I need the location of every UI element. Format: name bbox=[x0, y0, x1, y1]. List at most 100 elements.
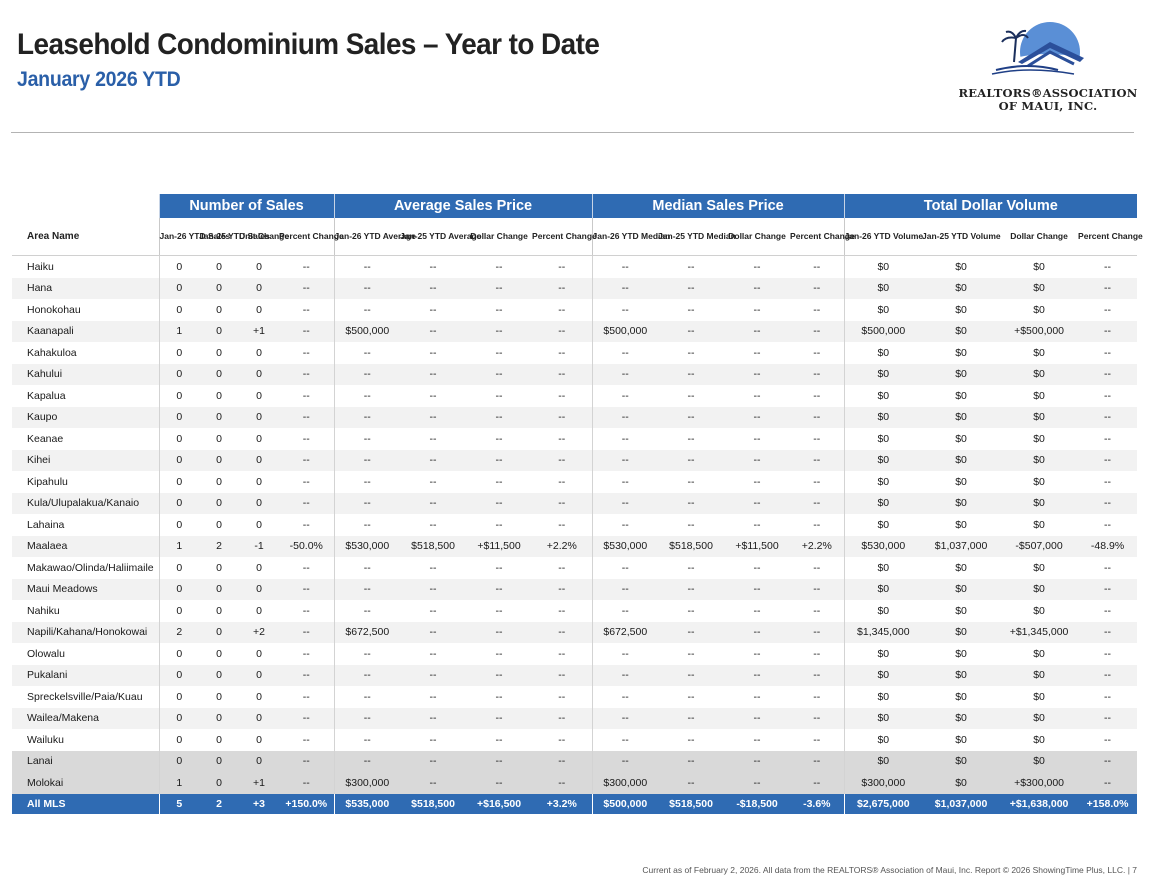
table-cell: -- bbox=[279, 578, 335, 600]
table-cell: -- bbox=[790, 664, 845, 686]
table-cell: -- bbox=[658, 621, 725, 643]
table-cell: -- bbox=[658, 363, 725, 385]
table-cell: $0 bbox=[1033, 303, 1045, 316]
table-cell: -50.0% bbox=[279, 535, 335, 557]
table-cell: -- bbox=[400, 449, 467, 471]
table-cell: -- bbox=[790, 707, 845, 729]
column-header: Jan-26 YTD Sales bbox=[158, 218, 230, 256]
table-cell: $300,000 bbox=[591, 772, 659, 794]
table-cell: -- bbox=[429, 475, 437, 488]
table-cell: $0 bbox=[1033, 690, 1045, 703]
table-cell: -- bbox=[333, 514, 401, 536]
table-cell: -- bbox=[1104, 260, 1112, 273]
table-row: Kaupo 0 0 0 -- -- -- -- -- -- -- -- -- $0 $0 $0 -- bbox=[12, 406, 1138, 428]
table-row: Molokai 1 0 +1 -- $300,000 -- -- -- $300,000 -- -- -… bbox=[12, 772, 1138, 794]
table-cell: -- bbox=[558, 518, 566, 531]
table-cell: 0 bbox=[239, 578, 279, 600]
table-cell: $0 bbox=[843, 664, 923, 686]
table-cell: $0 bbox=[843, 299, 923, 321]
table-cell: -- bbox=[333, 643, 401, 665]
table-cell: $518,500 bbox=[658, 793, 725, 814]
table-cell: 0 bbox=[256, 690, 262, 703]
table-cell: +$500,000 bbox=[1000, 320, 1079, 342]
table-cell: -- bbox=[687, 475, 695, 488]
logo-text-line2: OF MAUI, INC. bbox=[998, 99, 1098, 113]
table-row: Kihei 0 0 0 -- -- -- -- -- -- -- -- -- $0 $0 $0 -- bbox=[12, 449, 1138, 471]
table-cell: $500,000 bbox=[591, 320, 659, 342]
table-cell: -- bbox=[532, 320, 593, 342]
table-cell: 0 bbox=[216, 733, 222, 746]
table-cell: +3.2% bbox=[532, 793, 593, 814]
table-cell: -- bbox=[1104, 303, 1112, 316]
table-cell: -- bbox=[333, 428, 401, 450]
table-cell: -- bbox=[333, 406, 401, 428]
table-cell: -- bbox=[558, 733, 566, 746]
table-cell: 0 bbox=[216, 604, 222, 617]
area-name-cell: Haiku bbox=[27, 260, 54, 273]
table-cell: -- bbox=[495, 432, 503, 445]
table-cell: -- bbox=[302, 690, 310, 703]
table-row: Spreckelsville/Paia/Kuau 0 0 0 -- -- -- -- -- -- -… bbox=[12, 686, 1137, 708]
table-cell: $0 bbox=[843, 385, 923, 407]
table-cell: -- bbox=[532, 277, 593, 299]
table-cell: 0 bbox=[216, 389, 222, 402]
table-cell: -- bbox=[658, 449, 725, 471]
table-cell: -- bbox=[333, 729, 401, 751]
table-cell: $530,000 bbox=[843, 535, 923, 557]
table-cell: $0 bbox=[1000, 277, 1079, 299]
table-cell: +$1,638,000 bbox=[1000, 793, 1079, 814]
table-cell: $0 bbox=[922, 578, 1001, 600]
table-cell: 0 bbox=[158, 686, 199, 708]
table-cell: -- bbox=[466, 320, 533, 342]
table-cell: $1,037,000 bbox=[922, 793, 1001, 814]
table-cell: $0 bbox=[843, 750, 923, 772]
column-header: Unit Change bbox=[239, 218, 289, 256]
table-cell: -- bbox=[333, 686, 401, 708]
table-cell: -- bbox=[333, 664, 401, 686]
table-cell: -- bbox=[790, 449, 845, 471]
table-cell: -- bbox=[532, 664, 593, 686]
table-cell: -- bbox=[532, 707, 593, 729]
table-cell: $2,675,000 bbox=[843, 793, 923, 814]
table-cell: -- bbox=[591, 449, 659, 471]
table-cell: 0 bbox=[158, 363, 199, 385]
table-cell: -- bbox=[302, 260, 310, 273]
column-header: Jan-26 YTD Average bbox=[333, 218, 416, 256]
table-cell: $0 bbox=[1000, 406, 1079, 428]
table-cell: 0 bbox=[158, 643, 199, 665]
table-cell: 0 bbox=[158, 255, 199, 278]
table-cell: $530,000 bbox=[333, 535, 401, 557]
table-cell: $0 bbox=[922, 772, 1001, 794]
table-cell: 0 bbox=[158, 600, 199, 622]
table-cell: 0 bbox=[199, 363, 239, 385]
table-cell: -- bbox=[558, 346, 566, 359]
table-cell: +2.2% bbox=[532, 535, 593, 557]
table-cell: $0 bbox=[1000, 664, 1079, 686]
table-cell: $0 bbox=[1033, 475, 1045, 488]
table-cell: -- bbox=[1104, 475, 1112, 488]
table-cell: $0 bbox=[843, 428, 923, 450]
table-cell: -- bbox=[429, 647, 437, 660]
table-cell: -- bbox=[302, 303, 310, 316]
table-row: Keanae 0 0 0 -- -- -- -- -- -- -- -- -- $0 $0 $0 -- bbox=[12, 428, 1137, 450]
table-cell: -- bbox=[658, 707, 725, 729]
table-cell: 0 bbox=[256, 604, 262, 617]
table-cell: 2 bbox=[158, 621, 199, 643]
table-cell: -- bbox=[724, 449, 791, 471]
table-cell: $0 bbox=[1000, 363, 1079, 385]
table-cell: -- bbox=[400, 277, 467, 299]
table-cell: $672,500 bbox=[591, 621, 659, 643]
table-cell: -- bbox=[591, 385, 659, 407]
table-cell: -- bbox=[429, 690, 437, 703]
table-cell: $672,500 bbox=[333, 621, 401, 643]
area-name-cell: Lanai bbox=[12, 750, 159, 772]
table-cell: -- bbox=[429, 303, 437, 316]
table-cell: -- bbox=[302, 561, 310, 574]
table-cell: -- bbox=[790, 363, 845, 385]
table-cell: -- bbox=[1078, 492, 1138, 514]
table-cell: -- bbox=[279, 449, 335, 471]
table-cell: -- bbox=[724, 578, 791, 600]
table-cell: -- bbox=[279, 621, 335, 643]
table-cell: $300,000 bbox=[843, 772, 923, 794]
table-cell: -- bbox=[591, 428, 659, 450]
